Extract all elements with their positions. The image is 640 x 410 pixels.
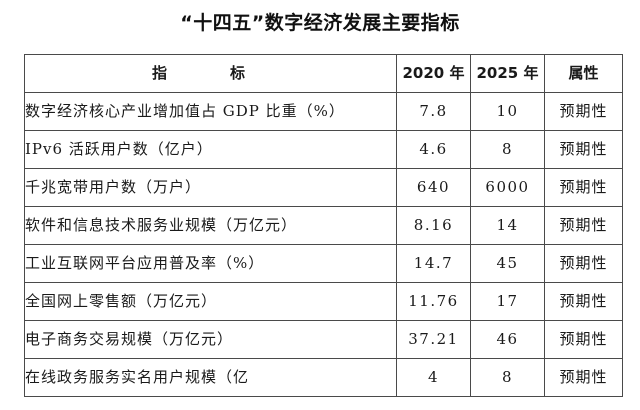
value-2025: 45 — [470, 244, 545, 283]
indicator-name: 在线政务服务实名用户规模（亿 — [24, 358, 397, 397]
attribute-cell: 预期性 — [544, 206, 623, 245]
value-2020: 4 — [396, 358, 471, 397]
table-row: IPv6 活跃用户数（亿户） 4.6 8 预期性 — [24, 130, 623, 169]
value-2025: 8 — [470, 358, 545, 397]
header-2025: 2025 年 — [470, 54, 545, 93]
header-attribute: 属性 — [544, 54, 623, 93]
header-indicator: 指 标 — [24, 54, 397, 93]
table-row: 电子商务交易规模（万亿元） 37.21 46 预期性 — [24, 320, 623, 359]
table-row: 在线政务服务实名用户规模（亿 4 8 预期性 — [24, 358, 623, 397]
value-2020: 640 — [396, 168, 471, 207]
value-2020: 4.6 — [396, 130, 471, 169]
attribute-cell: 预期性 — [544, 282, 623, 321]
indicator-name: 千兆宽带用户数（万户） — [24, 168, 397, 207]
attribute-cell: 预期性 — [544, 244, 623, 283]
table-row: 千兆宽带用户数（万户） 640 6000 预期性 — [24, 168, 623, 207]
value-2025: 46 — [470, 320, 545, 359]
table-header-row: 指 标 2020 年 2025 年 属性 — [24, 54, 623, 93]
attribute-cell: 预期性 — [544, 168, 623, 207]
value-2025: 10 — [470, 92, 545, 131]
indicators-table: 指 标 2020 年 2025 年 属性 数字经济核心产业增加值占 GDP 比重… — [24, 54, 623, 397]
table-row: 数字经济核心产业增加值占 GDP 比重（%） 7.8 10 预期性 — [24, 92, 623, 131]
value-2025: 6000 — [470, 168, 545, 207]
table-row: 全国网上零售额（万亿元） 11.76 17 预期性 — [24, 282, 623, 321]
value-2020: 7.8 — [396, 92, 471, 131]
value-2020: 14.7 — [396, 244, 471, 283]
value-2020: 37.21 — [396, 320, 471, 359]
attribute-cell: 预期性 — [544, 320, 623, 359]
value-2025: 14 — [470, 206, 545, 245]
value-2025: 17 — [470, 282, 545, 321]
indicator-name: 电子商务交易规模（万亿元） — [24, 320, 397, 359]
header-2020: 2020 年 — [396, 54, 471, 93]
indicator-name: 数字经济核心产业增加值占 GDP 比重（%） — [24, 92, 397, 131]
attribute-cell: 预期性 — [544, 130, 623, 169]
table-row: 软件和信息技术服务业规模（万亿元） 8.16 14 预期性 — [24, 206, 623, 245]
indicator-name: 全国网上零售额（万亿元） — [24, 282, 397, 321]
value-2020: 8.16 — [396, 206, 471, 245]
attribute-cell: 预期性 — [544, 92, 623, 131]
indicator-name: 工业互联网平台应用普及率（%） — [24, 244, 397, 283]
indicator-name: IPv6 活跃用户数（亿户） — [24, 130, 397, 169]
table-row: 工业互联网平台应用普及率（%） 14.7 45 预期性 — [24, 244, 623, 283]
value-2025: 8 — [470, 130, 545, 169]
page-title: “十四五”数字经济发展主要指标 — [180, 12, 460, 34]
indicator-name: 软件和信息技术服务业规模（万亿元） — [24, 206, 397, 245]
attribute-cell: 预期性 — [544, 358, 623, 397]
value-2020: 11.76 — [396, 282, 471, 321]
